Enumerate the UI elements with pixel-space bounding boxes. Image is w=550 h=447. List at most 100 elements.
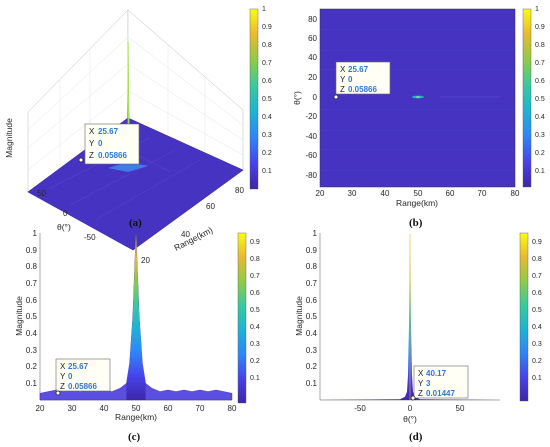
svg-text:X: X	[418, 369, 424, 378]
svg-text:Y: Y	[340, 75, 346, 84]
svg-text:0.9: 0.9	[535, 24, 545, 31]
svg-text:0.3: 0.3	[250, 341, 260, 348]
svg-text:0.4: 0.4	[262, 114, 272, 121]
panel-b-ytick: 0	[313, 93, 318, 102]
panel-d-xlabel: θ(°)	[403, 414, 417, 424]
svg-text:0.1: 0.1	[262, 168, 272, 175]
panel-a-colorbar	[249, 8, 259, 190]
svg-text:0.1: 0.1	[250, 375, 260, 382]
panel-a-caption: (a)	[129, 217, 142, 229]
panel-c-ytick: 0.6	[26, 296, 38, 305]
panel-b-ytick: -80	[305, 171, 317, 180]
svg-text:1: 1	[535, 6, 539, 13]
panel-b-datatip-y: 0	[348, 75, 353, 84]
panel-d-caption: (d)	[409, 431, 423, 443]
svg-text:0.6: 0.6	[262, 78, 272, 85]
panel-c-xticks: 20 30 40 50 60 70 80	[36, 404, 237, 413]
panel-c-xtick: 30	[68, 404, 77, 413]
svg-text:0.7: 0.7	[532, 273, 542, 280]
panel-c-ytick: 0.9	[26, 246, 38, 255]
svg-text:0.4: 0.4	[535, 114, 545, 121]
svg-text:0.8: 0.8	[262, 42, 272, 49]
svg-text:0.8: 0.8	[250, 256, 260, 263]
panel-c-colorbar-ticks: 0.9 0.8 0.7 0.6 0.5 0.4 0.3 0.2 0.1	[250, 239, 260, 382]
svg-text:Y: Y	[60, 372, 66, 381]
panel-b-ytick: -40	[305, 132, 317, 141]
panel-b-ytick: 60	[308, 34, 317, 43]
panel-b-ytick: 80	[308, 15, 317, 24]
panel-a: Magnitude 20 40 60 80 Range(km) 50 0 -50…	[4, 6, 272, 265]
panel-c-xtick: 60	[164, 404, 173, 413]
svg-text:Z: Z	[89, 151, 94, 160]
panel-b-colorbar	[522, 8, 532, 188]
svg-text:0.2: 0.2	[535, 150, 545, 157]
panel-b-xtick: 80	[511, 189, 520, 198]
panel-d-datatip[interactable]: X 40.17 Y 3 Z 0.01447	[410, 365, 469, 401]
svg-text:0.6: 0.6	[535, 78, 545, 85]
svg-text:1: 1	[262, 6, 266, 13]
panel-b-xtick: 70	[478, 189, 487, 198]
svg-text:0.5: 0.5	[535, 96, 545, 103]
svg-text:X: X	[89, 127, 95, 136]
panel-d-yticks: 1 0.9 0.8 0.7 0.6 0.5 0.4 0.3 0.2 0.1	[306, 229, 318, 388]
svg-text:0.9: 0.9	[532, 239, 542, 246]
panel-a-datatip[interactable]: X 25.67 Y 0 Z 0.05866	[78, 123, 140, 165]
panel-d-datatip-z: 0.01447	[426, 389, 455, 398]
panel-a-xtick: 40	[181, 230, 190, 239]
panel-b-xlabel: Range(km)	[396, 198, 438, 208]
panel-d: Magnitude 1 0.9 0.8 0.7 0.6 0.5 0.4 0.3 …	[294, 229, 542, 443]
panel-b-xticks: 20 30 40 50 60 70 80	[316, 189, 520, 198]
panel-a-xlabel: Range(km)	[172, 225, 214, 253]
panel-a-ytick: 50	[37, 189, 46, 198]
svg-text:0.8: 0.8	[532, 256, 542, 263]
panel-c-ytick: 0.1	[26, 379, 38, 388]
panel-a-xticks: 20 40 60 80	[141, 186, 244, 265]
svg-text:Z: Z	[60, 382, 65, 391]
panel-c-datatip[interactable]: X 25.67 Y 0 Z 0.05866	[55, 358, 111, 396]
svg-text:0.4: 0.4	[250, 324, 260, 331]
panel-d-ytick: 0.5	[306, 312, 318, 321]
svg-text:0.2: 0.2	[250, 358, 260, 365]
panel-c-xtick: 20	[36, 404, 45, 413]
panel-d-xtick: 0	[408, 404, 413, 413]
svg-text:0.6: 0.6	[250, 290, 260, 297]
panel-b-xtick: 20	[316, 189, 325, 198]
panel-c-xtick: 70	[196, 404, 205, 413]
svg-text:0.7: 0.7	[262, 60, 272, 67]
svg-text:Y: Y	[418, 379, 424, 388]
panel-b-texture	[320, 29, 515, 171]
panel-d-ytick: 0.1	[306, 379, 318, 388]
panel-a-xtick: 20	[141, 256, 150, 265]
panel-a-datatip-z: 0.05866	[98, 151, 127, 160]
panel-b-ytick: -60	[305, 151, 317, 160]
svg-text:Z: Z	[340, 85, 345, 94]
panel-c-ytick: 1	[33, 229, 38, 238]
panel-b-xtick: 50	[414, 189, 423, 198]
panel-a-xtick: 80	[235, 186, 244, 195]
svg-text:0.9: 0.9	[250, 239, 260, 246]
svg-text:0.7: 0.7	[535, 60, 545, 67]
panel-a-ytick: 0	[63, 209, 68, 218]
panel-c-ytick: 0.7	[26, 279, 38, 288]
svg-text:0.8: 0.8	[535, 42, 545, 49]
panel-c-ytick: 0.8	[26, 262, 38, 271]
svg-text:Y: Y	[89, 139, 95, 148]
panel-d-ytick: 0.6	[306, 296, 318, 305]
panel-a-ylabel: θ(°)	[57, 222, 71, 232]
svg-text:0.9: 0.9	[262, 24, 272, 31]
panel-a-xtick: 60	[206, 202, 215, 211]
panel-d-ytick: 0.9	[306, 246, 318, 255]
panel-d-datatip-y: 3	[426, 379, 431, 388]
panel-b-yticks: 80 60 40 20 0 -20 -40 -60 -80	[305, 15, 317, 180]
svg-text:0.3: 0.3	[535, 132, 545, 139]
panel-b-datatip[interactable]: X 25.67 Y 0 Z 0.05866	[333, 61, 391, 100]
svg-text:0.5: 0.5	[532, 307, 542, 314]
panel-c-colorbar	[237, 232, 247, 404]
panel-c-ytick: 0.5	[26, 312, 38, 321]
svg-text:X: X	[60, 362, 66, 371]
svg-text:Z: Z	[418, 389, 423, 398]
svg-text:0.2: 0.2	[532, 358, 542, 365]
panel-d-ytick: 1	[313, 229, 318, 238]
panel-c-datatip-x: 25.67	[68, 362, 89, 371]
